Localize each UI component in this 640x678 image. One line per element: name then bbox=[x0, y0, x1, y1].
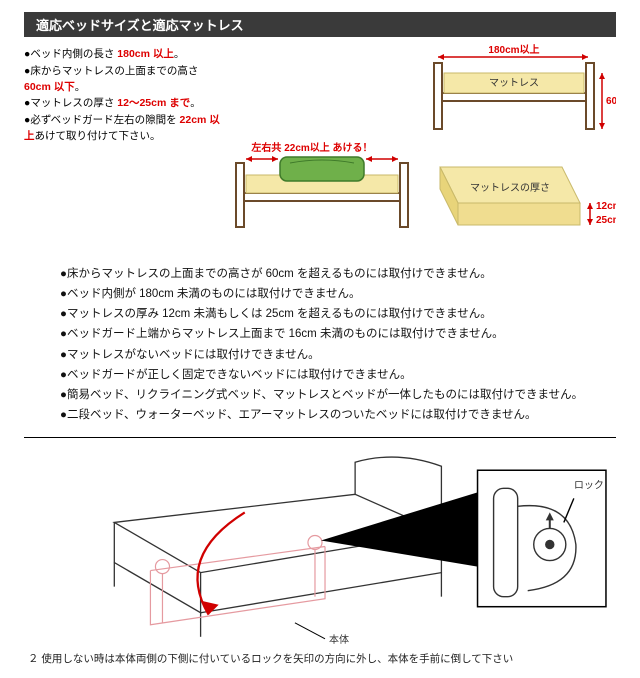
body-label: 本体 bbox=[329, 633, 349, 646]
top-section: ●ベッド内側の長さ 180cm 以上。●床からマットレスの上面までの高さ 60c… bbox=[24, 43, 616, 246]
spec-item: ●マットレスの厚さ 12～25cm まで。 bbox=[24, 96, 224, 112]
restriction-item: ●ベッド内側が 180cm 未満のものには取付けできません。 bbox=[60, 284, 616, 304]
restriction-item: ●ベッドガード上端からマットレス上面まで 16cm 未満のものには取付けできませ… bbox=[60, 324, 616, 344]
footer-note: ２ 使用しない時は本体両側の下側に付いているロックを矢印の方向に外し、本体を手前… bbox=[24, 651, 616, 666]
restriction-item: ●二段ベッド、ウォーターベッド、エアーマットレスのついたベッドには取付けできませ… bbox=[60, 405, 616, 425]
thickness-bot: 25cmまで bbox=[596, 214, 616, 226]
mattress-label: マットレス bbox=[489, 78, 539, 89]
diagram-area: 180cm以上 マットレス 60cm以下 左右共 22cm以上 bbox=[232, 43, 616, 246]
thickness-label: マットレスの厚さ bbox=[470, 182, 550, 194]
size-diagram: 180cm以上 マットレス 60cm以下 左右共 22cm以上 bbox=[232, 43, 616, 243]
section-header: 適応ベッドサイズと適応マットレス bbox=[24, 12, 616, 37]
restriction-item: ●マットレスがないベッドには取付けできません。 bbox=[60, 345, 616, 365]
dim-height: 60cm以下 bbox=[606, 95, 616, 107]
spec-item: ●床からマットレスの上面までの高さ 60cm 以下。 bbox=[24, 64, 224, 96]
spec-item: ●必ずベッドガード左右の隙間を 22cm 以上あけて取り付けて下さい。 bbox=[24, 113, 224, 145]
gap-label: 左右共 22cm以上 あける！ bbox=[250, 141, 372, 154]
restriction-item: ●簡易ベッド、リクライニング式ベッド、マットレスとベッドが一体したものには取付け… bbox=[60, 385, 616, 405]
restriction-item: ●床からマットレスの上面までの高さが 60cm を超えるものには取付けできません… bbox=[60, 264, 616, 284]
lock-label: ロック bbox=[574, 479, 604, 491]
restriction-item: ●ベッドガードが正しく固定できないベッドには取付けできません。 bbox=[60, 365, 616, 385]
dim-length: 180cm以上 bbox=[488, 43, 539, 56]
fold-diagram: 本体 ロック bbox=[24, 437, 616, 647]
thickness-top: 12cm～ bbox=[596, 201, 616, 212]
restriction-item: ●マットレスの厚み 12cm 未満もしくは 25cm を超えるものには取付けでき… bbox=[60, 304, 616, 324]
spec-list: ●ベッド内側の長さ 180cm 以上。●床からマットレスの上面までの高さ 60c… bbox=[24, 43, 224, 246]
spec-item: ●ベッド内側の長さ 180cm 以上。 bbox=[24, 47, 224, 63]
restriction-list: ●床からマットレスの上面までの高さが 60cm を超えるものには取付けできません… bbox=[60, 264, 616, 425]
